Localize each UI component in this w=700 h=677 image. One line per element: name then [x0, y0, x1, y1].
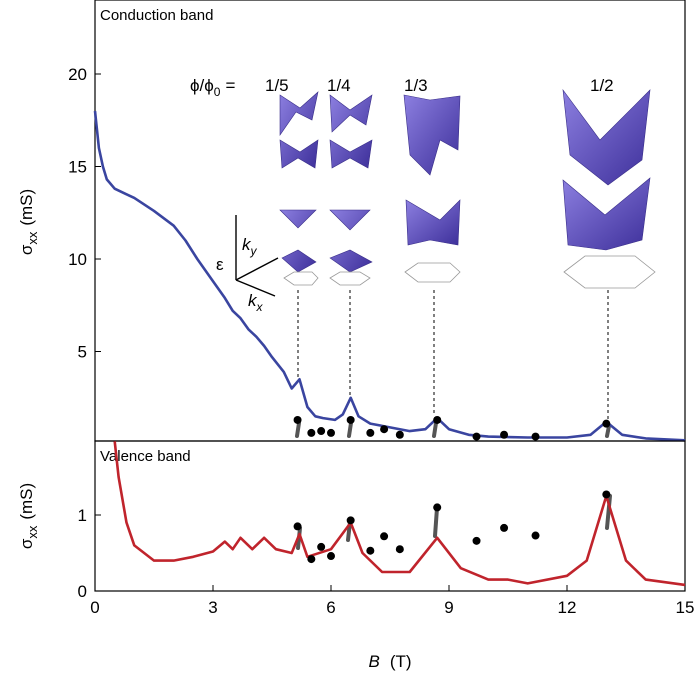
data-point: [433, 415, 442, 424]
data-point: [307, 555, 316, 564]
curve: [113, 441, 686, 587]
data-point: [602, 419, 611, 428]
x-tick-label: 9: [444, 598, 453, 617]
x-tick-label: 15: [676, 598, 695, 617]
fraction: 1/5: [265, 76, 289, 95]
y-axis-label: σxx(mS): [17, 189, 40, 255]
data-point: [346, 415, 355, 424]
x-tick-label: 6: [326, 598, 335, 617]
data-point: [395, 545, 404, 554]
data-point: [293, 522, 302, 531]
data-point: [531, 531, 540, 540]
data-point: [472, 536, 481, 545]
data-point: [500, 523, 509, 532]
data-point: [317, 427, 326, 436]
panel-label: Conduction band: [100, 7, 213, 24]
insets: [235, 88, 656, 550]
data-point: [293, 415, 302, 424]
y-tick-label: 0: [78, 582, 87, 601]
fraction: 1/2: [590, 76, 614, 95]
data-point: [327, 552, 335, 561]
data-point: [500, 430, 509, 439]
data-point: [531, 432, 540, 441]
data-point: [380, 532, 389, 541]
data-point: [602, 490, 611, 499]
x-tick-label: 0: [90, 598, 99, 617]
data-point: [366, 428, 375, 437]
data-point: [433, 503, 442, 512]
data-point: [366, 546, 375, 555]
y-tick-label: 15: [68, 158, 87, 177]
energy-glyph: ε: [216, 255, 224, 274]
y-tick-label: 20: [68, 65, 87, 84]
fraction: 1/3: [404, 76, 428, 95]
panel-label: Valence band: [100, 448, 191, 465]
wedge: [605, 494, 612, 530]
y-tick-label: 1: [78, 506, 87, 525]
flux-label: ϕ/ϕ0 =: [190, 76, 235, 99]
y-tick-label: 5: [78, 343, 87, 362]
data-point: [327, 428, 335, 437]
x-axis-label: B (T): [368, 652, 411, 671]
x-tick-label: 12: [558, 598, 577, 617]
data-point: [307, 428, 316, 437]
ky-glyph: ky: [242, 235, 258, 258]
fraction: 1/4: [327, 76, 351, 95]
wedge: [433, 506, 439, 538]
wedge: [432, 421, 438, 438]
y-tick-label: 10: [68, 250, 87, 269]
data-point: [317, 542, 326, 551]
kx-glyph: kx: [248, 291, 264, 314]
wedge: [605, 424, 611, 438]
curve: [93, 110, 686, 442]
data-point: [380, 425, 389, 434]
data-point: [395, 430, 404, 439]
y-axis-label: σxx(mS): [17, 483, 40, 549]
axis-arrow: [235, 257, 279, 281]
wedge: [347, 421, 353, 438]
wedge: [295, 421, 301, 438]
data-point: [472, 432, 481, 441]
axis-arrow: [235, 279, 276, 297]
plot-frame: [94, 440, 686, 592]
x-tick-label: 3: [208, 598, 217, 617]
data-point: [346, 516, 355, 525]
